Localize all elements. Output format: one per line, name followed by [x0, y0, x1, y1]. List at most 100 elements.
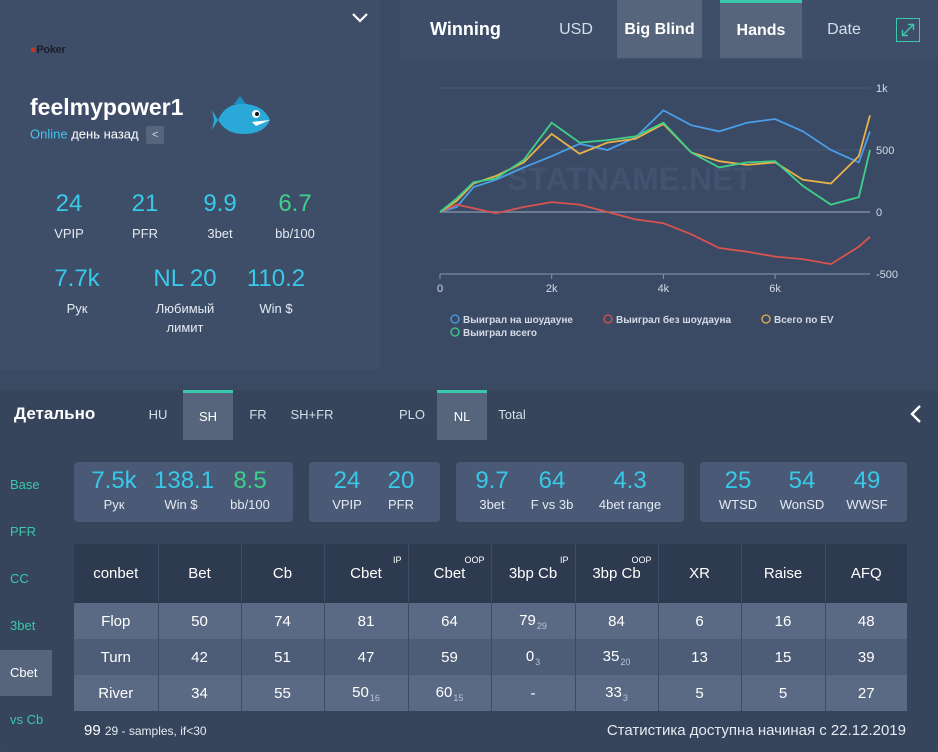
sample-count: 29 — [536, 620, 547, 631]
box-stat-bb100: 8.5 bb/100 — [230, 467, 270, 512]
table-cell: 50 — [158, 603, 242, 639]
series-line-1 — [439, 201, 871, 266]
col-header: Bet — [158, 544, 242, 603]
legend-marker — [761, 314, 771, 324]
col-header: Raise — [741, 544, 826, 603]
table-cell: 84 — [575, 603, 659, 639]
stats-since-note: Статистика доступна начиная с 22.12.2019 — [606, 722, 906, 739]
sample-count: 3 — [622, 692, 628, 703]
box-stat-win-usd: 138.1 Win $ — [154, 467, 215, 512]
samples-note: 99 29 - samples, if<30 — [84, 722, 207, 739]
stat-hands: 7.7k Рук — [54, 265, 100, 316]
box-stat-wwsf: 49 WWSF — [846, 467, 888, 512]
legend-marker — [450, 327, 460, 337]
sample-count: 20 — [620, 656, 631, 667]
row-label: River — [74, 675, 159, 711]
table-cell: 7929 — [491, 603, 576, 639]
x-tick-label: 6k — [769, 283, 781, 295]
tab-usd[interactable]: USD — [559, 21, 593, 38]
graph-title: Winning — [430, 19, 501, 39]
room-logo: ●Poker — [30, 44, 66, 56]
col-header: 3bp Cb OOP — [575, 544, 659, 603]
legend-label: Выиграл на шоудауне — [463, 315, 573, 326]
tab-big-blind[interactable]: Big Blind — [617, 0, 702, 58]
box-stat-4bet-range: 4.3 4bet range — [598, 467, 662, 512]
box-stat-wtsd: 25 WTSD — [718, 467, 758, 512]
table-cell: 48 — [825, 603, 907, 639]
series-line-3 — [439, 121, 871, 213]
table-cell: 13 — [658, 639, 742, 675]
box-stat-f-vs-3b: 64 F vs 3b — [530, 467, 574, 512]
table-cell: - — [491, 675, 576, 711]
graph-panel: Winning USD Big Blind Hands Date STATNAM… — [400, 0, 938, 370]
tab-hands[interactable]: Hands — [720, 0, 802, 58]
table-cell: 333 — [575, 675, 659, 711]
box-stat-pfr: 20 PFR — [387, 467, 415, 512]
online-label: Online — [30, 126, 68, 142]
tab-fr[interactable]: FR — [249, 407, 267, 422]
table-cell: 03 — [491, 639, 576, 675]
side-item-cc[interactable]: CC — [10, 571, 29, 586]
expand-icon[interactable] — [896, 18, 920, 42]
tab-total[interactable]: Total — [498, 407, 526, 422]
stat-box-showdown: 25 WTSD 54 WonSD 49 WWSF — [700, 462, 907, 522]
tab-date[interactable]: Date — [827, 21, 861, 38]
y-tick-label: 0 — [876, 207, 882, 219]
box-stat-3bet: 9.7 3bet — [475, 467, 509, 512]
y-tick-label: -500 — [876, 269, 898, 281]
detail-title: Детально — [14, 404, 96, 423]
table-cell: 47 — [324, 639, 409, 675]
row-label: Turn — [74, 639, 159, 675]
plot-area — [400, 60, 938, 370]
col-header: 3bp Cb IP — [491, 544, 576, 603]
sample-count: 15 — [453, 692, 464, 703]
stat-pfr: 21 PFR — [131, 190, 159, 241]
side-item-cbet[interactable]: Cbet — [0, 650, 52, 696]
table-cell: 27 — [825, 675, 907, 711]
share-icon[interactable]: < — [146, 126, 165, 144]
table-row: Turn 42 51 47 59 03 3520 13 15 39 — [74, 639, 907, 675]
box-stat-vpip: 24 VPIP — [332, 467, 362, 512]
side-item-pfr[interactable]: PFR — [10, 524, 36, 539]
table-cell: 55 — [241, 675, 325, 711]
side-item-base[interactable]: Base — [10, 477, 40, 492]
table-row: River 34 55 5016 6015-333 5 5 27 — [74, 675, 907, 711]
table-cell: 34 — [158, 675, 242, 711]
col-header: conbet — [74, 544, 159, 603]
table-cell: 6015 — [408, 675, 492, 711]
col-header: Cb — [241, 544, 325, 603]
tab-sh-fr[interactable]: SH+FR — [290, 407, 334, 422]
tab-sh[interactable]: SH — [183, 390, 233, 440]
tab-nl[interactable]: NL — [437, 390, 487, 440]
username: feelmypower1 — [30, 94, 184, 120]
table-cell: 6 — [658, 603, 742, 639]
side-item-vs-cb[interactable]: vs Cb — [10, 712, 44, 727]
tab-plo[interactable]: PLO — [398, 407, 425, 422]
chevron-down-icon[interactable] — [350, 8, 370, 28]
fish-avatar-icon — [212, 96, 270, 134]
winnings-line-chart: STATNAME.NET 1k 500 0 -500 0 2k 4k 6k Выиграл н… — [437, 83, 898, 339]
chevron-left-icon[interactable] — [908, 404, 924, 424]
x-tick-label: 2k — [546, 283, 558, 295]
stat-box-3bet: 9.7 3bet 64 F vs 3b 4.3 4bet range — [456, 462, 684, 522]
table-cell: 74 — [241, 603, 325, 639]
stat-fav-limit: NL 20 Любимый лимит — [153, 265, 217, 335]
side-item-3bet[interactable]: 3bet — [10, 618, 36, 633]
table-cell: 51 — [241, 639, 325, 675]
x-tick-label: 4k — [658, 283, 670, 295]
table-cell: 15 — [741, 639, 826, 675]
stat-bb100: 6.7 bb/100 — [275, 190, 315, 241]
series-line-2 — [439, 115, 871, 213]
legend-marker — [603, 314, 613, 324]
table-cell: 39 — [825, 639, 907, 675]
cbet-table: conbet Bet Cb Cbet IP Cbet OOP 3bp Cb IP 3b… — [74, 544, 907, 711]
table-cell: 16 — [741, 603, 826, 639]
watermark: STATNAME.NET — [507, 161, 753, 197]
table-header-row: conbet Bet Cb Cbet IP Cbet OOP 3bp Cb IP 3b… — [74, 544, 907, 603]
x-tick-label: 0 — [437, 283, 443, 295]
col-header: Cbet OOP — [408, 544, 492, 603]
table-cell: 59 — [408, 639, 492, 675]
legend-marker — [450, 314, 460, 324]
tab-hu[interactable]: HU — [148, 407, 168, 422]
stat-3bet: 9.9 3bet — [203, 190, 237, 241]
